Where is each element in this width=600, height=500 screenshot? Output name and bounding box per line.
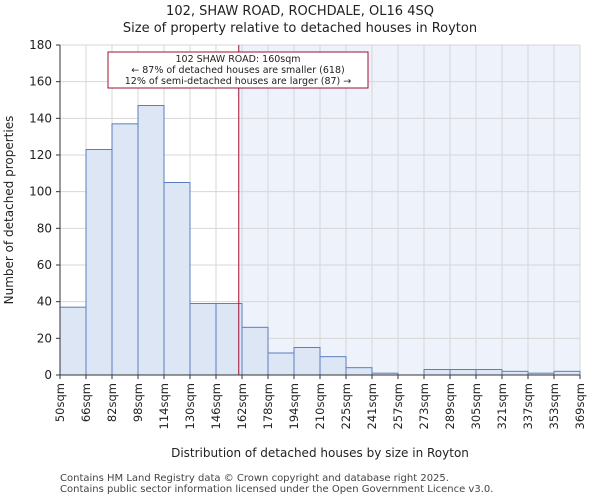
chart-title: 102, SHAW ROAD, ROCHDALE, OL16 4SQ xyxy=(166,4,434,19)
y-tick-label: 20 xyxy=(37,331,52,345)
bar-289sqm xyxy=(449,369,477,376)
bar-353sqm xyxy=(553,370,581,376)
bar-162sqm xyxy=(241,326,269,376)
x-tick-label: 162sqm xyxy=(235,383,249,429)
annotation-box: 102 SHAW ROAD: 160sqm ← 87% of detached … xyxy=(107,51,369,89)
bar-50sqm xyxy=(59,306,87,376)
x-tick-label: 337sqm xyxy=(521,383,535,429)
x-tick-label: 130sqm xyxy=(183,383,197,429)
y-tick-label: 120 xyxy=(29,148,52,162)
y-tick-label: 40 xyxy=(37,295,52,309)
footer-copyright: Contains HM Land Registry data © Crown c… xyxy=(60,473,449,484)
y-tick-label: 180 xyxy=(29,38,52,52)
annotation-line-3: 12% of semi-detached houses are larger (… xyxy=(125,76,352,87)
y-tick-label: 60 xyxy=(37,258,52,272)
x-tick-label: 98sqm xyxy=(131,383,145,422)
x-tick-label: 50sqm xyxy=(53,383,67,422)
bar-146sqm xyxy=(215,303,243,376)
y-tick-label: 80 xyxy=(37,221,52,235)
x-tick-label: 146sqm xyxy=(209,383,223,429)
x-tick-label: 225sqm xyxy=(339,383,353,429)
y-axis-ticks: 0 20 40 60 80 100 120 140 160 180 xyxy=(29,38,60,382)
y-tick-label: 0 xyxy=(44,368,52,382)
bar-98sqm xyxy=(137,105,165,376)
bar-66sqm xyxy=(85,149,113,376)
bars xyxy=(59,105,581,376)
x-tick-label: 114sqm xyxy=(157,383,171,429)
chart-subtitle: Size of property relative to detached ho… xyxy=(122,21,478,36)
bar-210sqm xyxy=(319,356,347,376)
x-tick-label: 194sqm xyxy=(287,383,301,429)
bar-114sqm xyxy=(163,182,191,376)
y-axis-label: Number of detached properties xyxy=(2,116,16,305)
x-tick-label: 82sqm xyxy=(105,383,119,422)
x-tick-label: 305sqm xyxy=(469,383,483,429)
bar-194sqm xyxy=(293,347,321,376)
x-tick-label: 353sqm xyxy=(547,383,561,429)
y-tick-label: 100 xyxy=(29,185,52,199)
bar-225sqm xyxy=(345,367,373,376)
x-tick-label: 369sqm xyxy=(573,383,587,429)
x-axis-label: Distribution of detached houses by size … xyxy=(171,446,469,460)
bar-130sqm xyxy=(189,303,217,376)
bar-273sqm xyxy=(423,369,451,376)
x-tick-label: 321sqm xyxy=(495,383,509,429)
annotation-box-frame xyxy=(107,51,369,89)
x-axis-ticks: 50sqm 66sqm 82sqm 98sqm 114sqm 130sqm 146sqm 16… xyxy=(53,375,587,429)
footer-licence: Contains public sector information licen… xyxy=(60,484,494,495)
x-tick-label: 289sqm xyxy=(443,383,457,429)
x-tick-label: 241sqm xyxy=(365,383,379,429)
annotation-line-2: ← 87% of detached houses are smaller (61… xyxy=(131,65,344,76)
y-tick-label: 140 xyxy=(29,111,52,125)
annotation-line-1: 102 SHAW ROAD: 160sqm xyxy=(175,54,300,65)
highlight-region xyxy=(238,45,580,375)
x-tick-label: 178sqm xyxy=(261,383,275,429)
bar-82sqm xyxy=(111,123,139,376)
x-tick-label: 66sqm xyxy=(79,383,93,422)
x-tick-label: 273sqm xyxy=(417,383,431,429)
x-tick-label: 210sqm xyxy=(313,383,327,429)
x-tick-label: 257sqm xyxy=(391,383,405,429)
bar-321sqm xyxy=(501,370,529,376)
bar-305sqm xyxy=(475,369,503,376)
bar-178sqm xyxy=(267,352,295,376)
y-tick-label: 160 xyxy=(29,75,52,89)
